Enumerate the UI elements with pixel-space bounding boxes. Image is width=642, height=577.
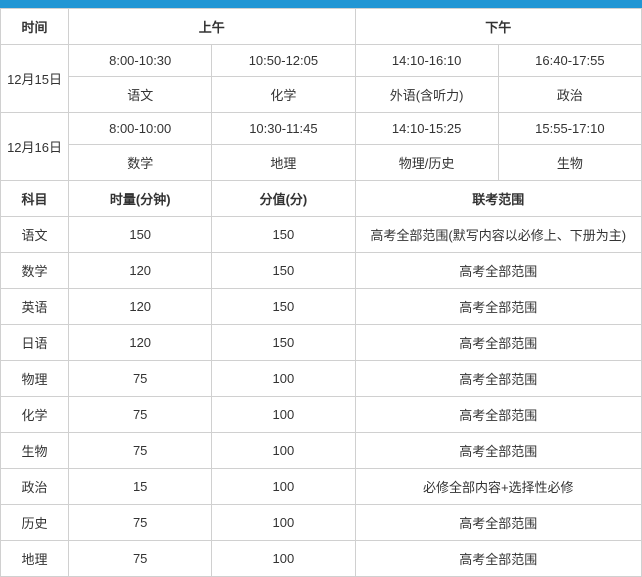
table-row: 英语120150高考全部范围 bbox=[1, 289, 642, 325]
exam-duration: 150 bbox=[69, 217, 212, 253]
exam-subject: 政治 bbox=[1, 469, 69, 505]
exam-subject: 语文 bbox=[1, 217, 69, 253]
exam-subject: 日语 bbox=[1, 325, 69, 361]
exam-subject: 历史 bbox=[1, 505, 69, 541]
exam-duration: 75 bbox=[69, 505, 212, 541]
exam-scope: 高考全部范围 bbox=[355, 433, 641, 469]
table-row: 生物75100高考全部范围 bbox=[1, 433, 642, 469]
subject-cell: 数学 bbox=[69, 145, 212, 181]
header-subject: 科目 bbox=[1, 181, 69, 217]
table-row: 语文150150高考全部范围(默写内容以必修上、下册为主) bbox=[1, 217, 642, 253]
exam-subject: 英语 bbox=[1, 289, 69, 325]
exam-scope: 高考全部范围 bbox=[355, 325, 641, 361]
exam-duration: 15 bbox=[69, 469, 212, 505]
exam-score: 150 bbox=[212, 253, 355, 289]
time-slot: 16:40-17:55 bbox=[498, 45, 641, 77]
exam-subject: 地理 bbox=[1, 541, 69, 577]
exam-subject: 化学 bbox=[1, 397, 69, 433]
exam-duration: 120 bbox=[69, 253, 212, 289]
exam-duration: 120 bbox=[69, 289, 212, 325]
exam-score: 100 bbox=[212, 505, 355, 541]
header-afternoon: 下午 bbox=[355, 9, 641, 45]
schedule-table: 时间 上午 下午 12月15日 8:00-10:30 10:50-12:05 1… bbox=[0, 8, 642, 577]
exam-duration: 120 bbox=[69, 325, 212, 361]
subject-cell: 地理 bbox=[212, 145, 355, 181]
exam-scope: 高考全部范围 bbox=[355, 361, 641, 397]
time-slot: 10:50-12:05 bbox=[212, 45, 355, 77]
table-row: 数学 地理 物理/历史 生物 bbox=[1, 145, 642, 181]
exam-score: 100 bbox=[212, 361, 355, 397]
header-duration: 时量(分钟) bbox=[69, 181, 212, 217]
time-slot: 8:00-10:00 bbox=[69, 113, 212, 145]
header-scope: 联考范围 bbox=[355, 181, 641, 217]
exam-subject: 生物 bbox=[1, 433, 69, 469]
table-row: 语文 化学 外语(含听力) 政治 bbox=[1, 77, 642, 113]
table-row: 数学120150高考全部范围 bbox=[1, 253, 642, 289]
header-time: 时间 bbox=[1, 9, 69, 45]
table-row: 12月16日 8:00-10:00 10:30-11:45 14:10-15:2… bbox=[1, 113, 642, 145]
time-slot: 10:30-11:45 bbox=[212, 113, 355, 145]
exam-score: 150 bbox=[212, 325, 355, 361]
subject-cell: 物理/历史 bbox=[355, 145, 498, 181]
exam-subject: 数学 bbox=[1, 253, 69, 289]
exam-score: 100 bbox=[212, 541, 355, 577]
exam-duration: 75 bbox=[69, 361, 212, 397]
schedule-header-row: 时间 上午 下午 bbox=[1, 9, 642, 45]
subject-cell: 政治 bbox=[498, 77, 641, 113]
exam-scope: 高考全部范围 bbox=[355, 289, 641, 325]
time-slot: 15:55-17:10 bbox=[498, 113, 641, 145]
exam-scope: 高考全部范围(默写内容以必修上、下册为主) bbox=[355, 217, 641, 253]
exam-duration: 75 bbox=[69, 397, 212, 433]
exam-score: 100 bbox=[212, 433, 355, 469]
day-date: 12月16日 bbox=[1, 113, 69, 181]
table-row: 12月15日 8:00-10:30 10:50-12:05 14:10-16:1… bbox=[1, 45, 642, 77]
table-row: 地理75100高考全部范围 bbox=[1, 541, 642, 577]
day-date: 12月15日 bbox=[1, 45, 69, 113]
exam-scope: 高考全部范围 bbox=[355, 253, 641, 289]
exam-subject: 物理 bbox=[1, 361, 69, 397]
exam-duration: 75 bbox=[69, 433, 212, 469]
exam-score: 150 bbox=[212, 217, 355, 253]
exam-scope: 高考全部范围 bbox=[355, 541, 641, 577]
top-accent-bar bbox=[0, 0, 642, 8]
exam-duration: 75 bbox=[69, 541, 212, 577]
header-score: 分值(分) bbox=[212, 181, 355, 217]
table-row: 日语120150高考全部范围 bbox=[1, 325, 642, 361]
subject-cell: 化学 bbox=[212, 77, 355, 113]
exam-score: 150 bbox=[212, 289, 355, 325]
header-morning: 上午 bbox=[69, 9, 355, 45]
subject-cell: 语文 bbox=[69, 77, 212, 113]
time-slot: 14:10-16:10 bbox=[355, 45, 498, 77]
exam-scope: 高考全部范围 bbox=[355, 397, 641, 433]
table-row: 化学75100高考全部范围 bbox=[1, 397, 642, 433]
exam-header-row: 科目 时量(分钟) 分值(分) 联考范围 bbox=[1, 181, 642, 217]
table-row: 物理75100高考全部范围 bbox=[1, 361, 642, 397]
time-slot: 8:00-10:30 bbox=[69, 45, 212, 77]
subject-cell: 生物 bbox=[498, 145, 641, 181]
table-row: 历史75100高考全部范围 bbox=[1, 505, 642, 541]
subject-cell: 外语(含听力) bbox=[355, 77, 498, 113]
table-row: 政治15100必修全部内容+选择性必修 bbox=[1, 469, 642, 505]
exam-score: 100 bbox=[212, 397, 355, 433]
exam-score: 100 bbox=[212, 469, 355, 505]
time-slot: 14:10-15:25 bbox=[355, 113, 498, 145]
exam-scope: 高考全部范围 bbox=[355, 505, 641, 541]
exam-scope: 必修全部内容+选择性必修 bbox=[355, 469, 641, 505]
